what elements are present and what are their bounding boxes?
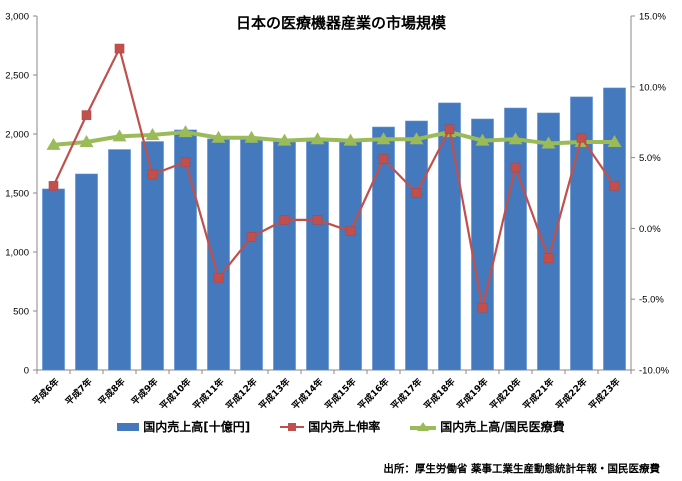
x-category-label: 平成9年	[129, 376, 161, 408]
x-category-label: 平成7年	[63, 376, 95, 408]
left-tick-label: 2,000	[5, 130, 29, 141]
legend: 国内売上高[十億円] 国内売上伸率 国内売上高/国民医療費	[0, 418, 682, 435]
bar	[108, 149, 131, 371]
x-category-label: 平成21年	[520, 376, 556, 412]
x-category-label: 平成14年	[289, 376, 325, 412]
bar	[570, 96, 593, 371]
square-marker	[576, 132, 587, 143]
triangle-marker	[178, 125, 193, 138]
square-marker	[510, 162, 521, 173]
bar	[42, 188, 65, 371]
legend-bar-swatch-icon	[117, 422, 140, 431]
x-category-label: 平成19年	[454, 376, 490, 412]
triangle-marker	[508, 132, 523, 145]
square-marker	[312, 215, 323, 225]
bar	[405, 120, 428, 371]
square-marker	[180, 157, 191, 167]
bar	[339, 139, 362, 371]
bar	[504, 107, 527, 371]
right-tick-label: 5.0%	[639, 153, 661, 164]
x-category-label: 平成17年	[388, 376, 424, 412]
bar	[603, 87, 626, 371]
triangle-marker	[409, 132, 424, 145]
legend-item-ratio: 国内売上高/国民医療費	[410, 418, 565, 435]
bar	[537, 112, 560, 371]
bar	[141, 141, 164, 371]
x-category-label: 平成8年	[96, 376, 128, 408]
x-category-label: 平成6年	[30, 376, 62, 408]
square-marker	[543, 253, 554, 263]
triangle-marker	[79, 135, 94, 148]
x-category-label: 平成10年	[157, 376, 193, 412]
triangle-marker	[376, 132, 391, 145]
square-marker	[81, 110, 92, 120]
legend-item-growth: 国内売上伸率	[280, 418, 380, 435]
triangle-marker	[607, 135, 622, 148]
x-category-label: 平成22年	[553, 376, 589, 412]
source-note: 出所：厚生労働省 薬事工業生産動態統計年報・国民医療費	[383, 463, 660, 475]
right-tick-label: -10.0%	[639, 366, 670, 377]
x-category-label: 平成11年	[190, 376, 226, 412]
triangle-marker	[310, 132, 325, 145]
right-tick-label: 10.0%	[639, 82, 666, 93]
x-category-label: 平成15年	[322, 376, 358, 412]
square-marker	[246, 232, 257, 242]
square-marker	[147, 169, 158, 180]
bar	[75, 173, 98, 371]
left-tick-label: 1,000	[5, 248, 29, 259]
square-marker	[609, 181, 620, 191]
bar	[306, 139, 329, 371]
left-tick-label: 2,500	[5, 71, 29, 82]
left-tick-label: 500	[13, 307, 29, 318]
triangle-marker	[475, 133, 490, 146]
right-tick-label: 0.0%	[639, 224, 661, 235]
chart-title: 日本の医療機器産業の市場規模	[235, 14, 446, 32]
legend-label-sales: 国内売上高[十億円]	[143, 420, 251, 434]
square-marker	[444, 124, 455, 135]
square-marker	[114, 43, 125, 54]
triangle-marker	[145, 127, 160, 140]
x-category-label: 平成12年	[223, 376, 259, 412]
bar	[372, 126, 395, 371]
right-tick-label: -5.0%	[639, 295, 664, 306]
left-tick-label: 1,500	[5, 189, 29, 200]
x-category-label: 平成18年	[421, 376, 457, 412]
legend-label-growth: 国内売上伸率	[308, 420, 381, 434]
triangle-marker	[277, 133, 292, 146]
legend-label-ratio: 国内売上高/国民医療費	[440, 420, 565, 434]
triangle-marker	[46, 137, 61, 150]
square-marker	[48, 181, 59, 191]
legend-square-marker-icon	[280, 422, 305, 431]
square-marker	[378, 154, 389, 164]
x-category-label: 平成16年	[355, 376, 391, 412]
bar	[273, 139, 296, 371]
growth-line	[52, 45, 616, 308]
bar	[438, 102, 461, 371]
triangle-marker	[211, 130, 226, 143]
ratio-line	[53, 130, 615, 147]
triangle-marker	[244, 130, 259, 143]
left-tick-label: 3,000	[5, 12, 29, 23]
square-marker	[279, 215, 290, 225]
x-category-label: 平成13年	[256, 376, 292, 412]
square-marker	[345, 226, 356, 237]
square-marker	[477, 302, 488, 313]
x-category-label: 平成23年	[586, 376, 622, 412]
square-marker	[213, 273, 224, 283]
x-category-label: 平成20年	[487, 376, 523, 412]
legend-item-sales: 国内売上高[十億円]	[117, 418, 250, 435]
bar	[471, 118, 494, 371]
triangle-marker	[112, 129, 127, 142]
square-marker	[411, 188, 422, 198]
triangle-marker	[541, 136, 556, 149]
left-tick-label: 0	[24, 366, 29, 377]
triangle-marker	[343, 133, 358, 146]
bar	[240, 138, 263, 371]
right-tick-label: 15.0%	[639, 12, 666, 23]
legend-triangle-marker-icon	[410, 421, 437, 431]
